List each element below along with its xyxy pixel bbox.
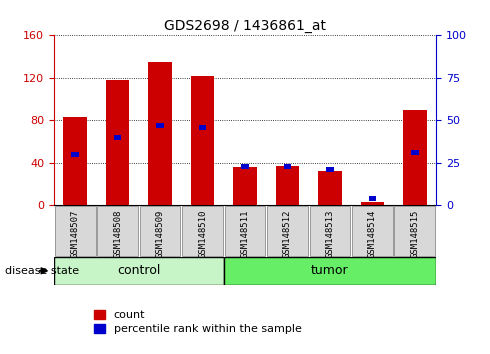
Bar — [72, 152, 79, 157]
FancyBboxPatch shape — [54, 257, 224, 285]
FancyBboxPatch shape — [394, 206, 435, 256]
Text: GSM148508: GSM148508 — [113, 210, 122, 258]
FancyBboxPatch shape — [310, 206, 350, 256]
Legend: count, percentile rank within the sample: count, percentile rank within the sample — [94, 310, 302, 334]
Bar — [114, 135, 122, 140]
Bar — [411, 150, 418, 155]
Text: GSM148512: GSM148512 — [283, 210, 292, 258]
Bar — [233, 167, 257, 205]
Text: GSM148509: GSM148509 — [155, 210, 165, 258]
Bar — [156, 123, 164, 128]
Text: GSM148514: GSM148514 — [368, 210, 377, 258]
Bar — [106, 80, 129, 205]
FancyBboxPatch shape — [182, 206, 223, 256]
Text: control: control — [117, 264, 161, 277]
FancyBboxPatch shape — [224, 257, 436, 285]
Bar — [276, 166, 299, 205]
FancyBboxPatch shape — [97, 206, 138, 256]
Text: tumor: tumor — [311, 264, 349, 277]
Text: GSM148510: GSM148510 — [198, 210, 207, 258]
FancyBboxPatch shape — [55, 206, 96, 256]
Bar — [403, 110, 426, 205]
FancyBboxPatch shape — [267, 206, 308, 256]
Text: GSM148515: GSM148515 — [410, 210, 419, 258]
FancyBboxPatch shape — [224, 206, 266, 256]
FancyBboxPatch shape — [352, 206, 393, 256]
Text: disease state: disease state — [5, 266, 79, 276]
Bar — [148, 62, 172, 205]
Bar — [284, 164, 291, 169]
Bar — [326, 167, 334, 172]
Title: GDS2698 / 1436861_at: GDS2698 / 1436861_at — [164, 19, 326, 33]
Text: GSM148507: GSM148507 — [71, 210, 80, 258]
Bar — [199, 125, 206, 130]
Bar — [361, 202, 384, 205]
FancyBboxPatch shape — [140, 206, 180, 256]
Bar — [241, 164, 249, 169]
Text: GSM148513: GSM148513 — [325, 210, 335, 258]
Bar — [318, 171, 342, 205]
Text: GSM148511: GSM148511 — [241, 210, 249, 258]
Bar — [191, 76, 214, 205]
Bar — [64, 117, 87, 205]
Bar — [368, 196, 376, 201]
